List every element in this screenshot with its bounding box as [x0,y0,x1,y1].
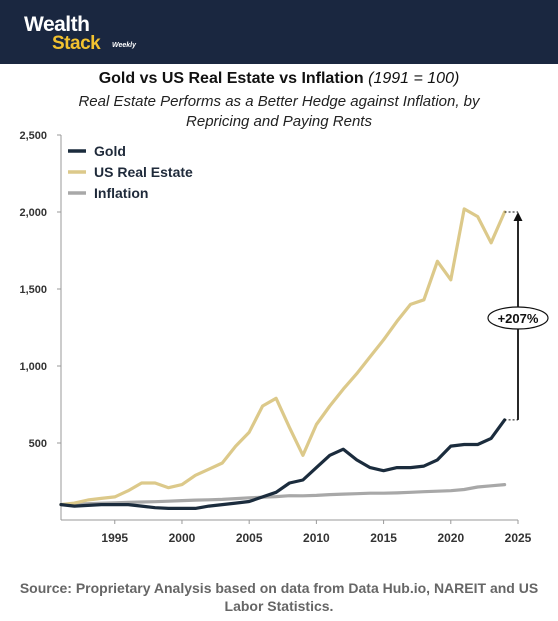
chart-legend: Gold US Real Estate Inflation [68,143,193,201]
legend-label-inflation: Inflation [94,185,148,201]
y-tick-label: 1,500 [19,284,47,296]
annotation-label: +207% [498,311,539,326]
y-tick-label: 2,000 [19,207,47,219]
x-tick-label: 2000 [169,531,196,545]
x-tick-label: 2010 [303,531,330,545]
brand-header: Wealth Stack Weekly [0,0,558,64]
chart-subtitle: Real Estate Performs as a Better Hedge a… [78,93,480,130]
chart-title: Gold vs US Real Estate vs Inflation (199… [0,70,558,88]
annotation-arrow-head [513,212,523,221]
x-tick-label: 1995 [101,531,128,545]
y-tick-label: 1,000 [19,361,47,373]
annotation-bubble [487,306,549,330]
series-layer [59,207,507,510]
series-line-inflation [59,483,507,507]
series-line-us-real-estate [59,207,507,507]
growth-annotation: +207% [487,211,549,421]
y-tick-label: 500 [29,438,47,450]
series-line-gold [59,418,507,510]
legend-label-us-real-estate: US Real Estate [94,164,193,180]
source-note: Source: Proprietary Analysis based on da… [19,580,539,614]
chart-title-note: (1991 = 100) [368,70,460,87]
x-tick-label: 2025 [505,531,532,545]
brand-logo-wealth: Wealth [24,13,90,36]
x-tick-label: 2015 [370,531,397,545]
brand-logo-stack: Stack [52,33,101,54]
x-tick-label: 2020 [437,531,464,545]
brand-logo-weekly: Weekly [112,42,136,49]
legend-label-gold: Gold [94,143,126,159]
chart-title-main: Gold vs US Real Estate vs Inflation [98,70,364,87]
chart-axes: 500 1,000 1,500 2,000 2,500 1995 2000 2005 2010 2… [19,130,531,545]
y-tick-label: 2,500 [19,130,47,142]
x-tick-label: 2005 [236,531,263,545]
